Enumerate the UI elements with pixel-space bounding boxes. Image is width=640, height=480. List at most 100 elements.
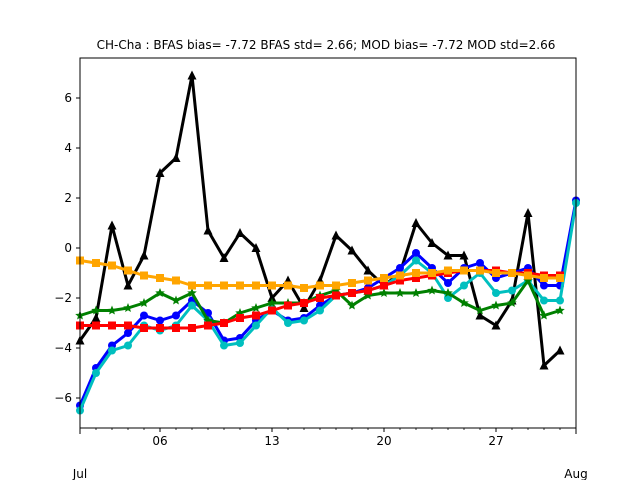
data-point — [171, 295, 181, 305]
data-point — [396, 276, 404, 285]
data-point — [220, 341, 228, 350]
data-point — [443, 288, 453, 297]
data-point — [427, 238, 437, 247]
data-point — [476, 259, 484, 267]
data-point — [299, 303, 309, 312]
data-point — [475, 305, 485, 315]
data-point — [251, 243, 261, 252]
data-point — [316, 281, 324, 290]
y-tick-label: 0 — [64, 241, 72, 255]
data-point — [91, 305, 101, 315]
data-point — [252, 321, 260, 330]
data-point — [363, 265, 373, 275]
data-point — [156, 324, 164, 332]
data-point — [396, 271, 404, 280]
y-axis: −6 −4 −2 0 2 4 6 — [54, 91, 80, 405]
x-axis: 06 13 20 27 Jul Aug — [72, 428, 588, 480]
data-point — [92, 369, 100, 377]
data-point — [108, 321, 116, 330]
data-point — [331, 285, 341, 295]
x-tick-label: 27 — [488, 434, 503, 448]
data-point — [347, 300, 357, 310]
data-point — [540, 274, 548, 282]
data-point — [331, 230, 341, 240]
data-point — [491, 300, 501, 310]
data-point — [156, 316, 164, 325]
data-point — [475, 310, 485, 320]
series-0 — [75, 70, 565, 370]
data-point — [379, 288, 389, 297]
data-point — [236, 339, 244, 347]
data-point — [268, 281, 276, 290]
data-point — [428, 269, 436, 277]
data-point — [124, 341, 132, 350]
plot-frame — [79, 57, 577, 429]
data-point — [556, 296, 564, 305]
data-point — [203, 315, 213, 325]
data-point — [140, 311, 148, 320]
y-tick-label: 6 — [64, 91, 72, 105]
data-point — [348, 289, 356, 297]
series-5 — [76, 256, 564, 292]
data-point — [267, 298, 277, 307]
data-point — [347, 245, 357, 255]
data-point — [459, 250, 469, 260]
data-point — [540, 281, 548, 290]
data-point — [235, 228, 245, 237]
data-point — [444, 279, 452, 287]
x-month-label: Aug — [564, 467, 587, 480]
y-tick-label: −6 — [54, 391, 72, 405]
y-tick-label: 4 — [64, 141, 72, 155]
data-point — [412, 249, 420, 257]
data-point — [284, 281, 292, 290]
data-point — [188, 324, 196, 332]
data-point — [364, 286, 372, 295]
data-point — [507, 298, 517, 307]
data-point — [267, 293, 277, 302]
data-point — [156, 274, 164, 282]
data-point — [124, 329, 132, 337]
plot-area — [75, 70, 580, 415]
data-point — [108, 346, 116, 355]
data-point — [316, 306, 324, 315]
chart-title: CH-Cha : BFAS bias= -7.72 BFAS std= 2.66… — [97, 38, 556, 52]
data-point — [123, 303, 133, 312]
data-point — [139, 298, 149, 307]
data-point — [396, 264, 404, 272]
data-point — [124, 266, 132, 275]
data-point — [459, 298, 469, 307]
data-point — [348, 279, 356, 287]
series-line — [78, 202, 578, 412]
data-point — [252, 311, 260, 320]
data-point — [123, 280, 133, 290]
x-tick-label: 06 — [152, 434, 167, 448]
y-tick-label: −2 — [54, 291, 72, 305]
data-point — [460, 281, 468, 290]
data-point — [155, 168, 165, 177]
data-point — [107, 305, 117, 315]
data-point — [539, 360, 549, 370]
data-point — [220, 319, 228, 327]
y-tick-label: −4 — [54, 341, 72, 355]
data-point — [139, 250, 149, 260]
data-point — [252, 281, 260, 290]
data-point — [268, 306, 276, 315]
data-point — [124, 321, 132, 330]
data-point — [300, 299, 308, 307]
data-point — [172, 276, 180, 285]
data-point — [91, 313, 101, 322]
data-point — [236, 281, 244, 290]
data-point — [508, 286, 516, 295]
data-point — [412, 269, 420, 277]
data-point — [364, 276, 372, 285]
data-point — [539, 310, 549, 320]
data-point — [380, 281, 388, 290]
x-tick-label: 20 — [376, 434, 391, 448]
data-point — [284, 319, 292, 327]
data-point — [427, 285, 437, 295]
y-tick-label: 2 — [64, 191, 72, 205]
data-point — [363, 290, 373, 300]
data-point — [204, 281, 212, 290]
data-point — [140, 324, 148, 332]
data-point — [492, 269, 500, 277]
